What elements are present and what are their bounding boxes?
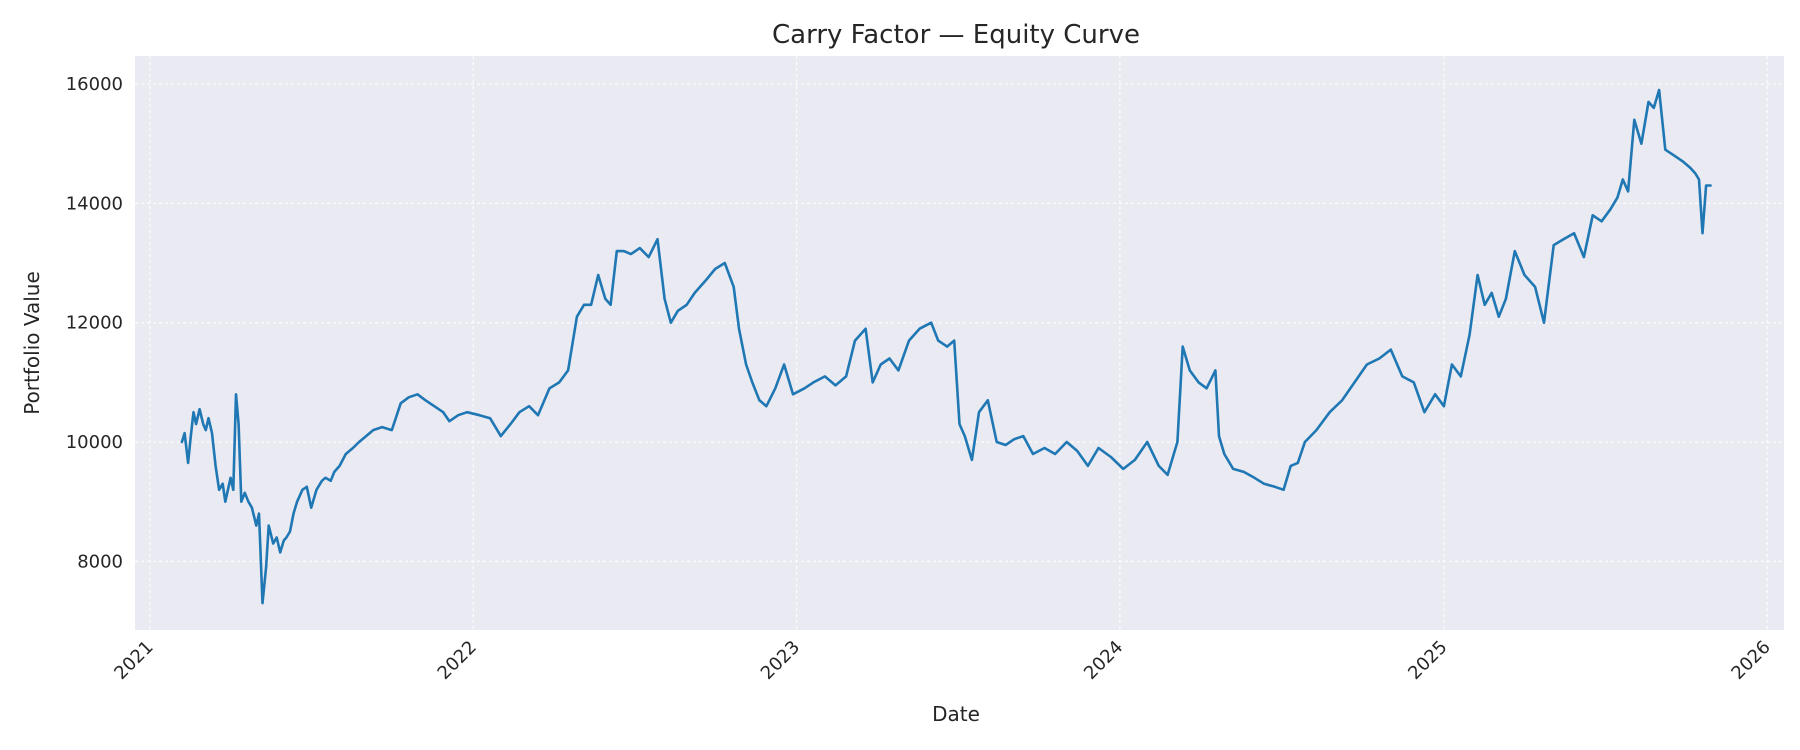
y-axis-ticks: 8000 10000 12000 14000 16000: [66, 74, 123, 572]
grid: [135, 56, 1784, 630]
y-axis-label: Portfolio Value: [20, 271, 44, 415]
x-axis-label: Date: [932, 702, 980, 726]
series-layer: [180, 88, 1712, 605]
y-tick-label: 12000: [66, 313, 123, 334]
equity-series-line: [180, 88, 1712, 605]
y-tick-label: 14000: [66, 193, 123, 214]
chart-title: Carry Factor — Equity Curve: [772, 20, 1140, 50]
plot-area: [135, 56, 1784, 630]
y-tick-label: 10000: [66, 432, 123, 453]
y-tick-label: 16000: [66, 74, 123, 95]
y-tick-label: 8000: [77, 551, 123, 572]
